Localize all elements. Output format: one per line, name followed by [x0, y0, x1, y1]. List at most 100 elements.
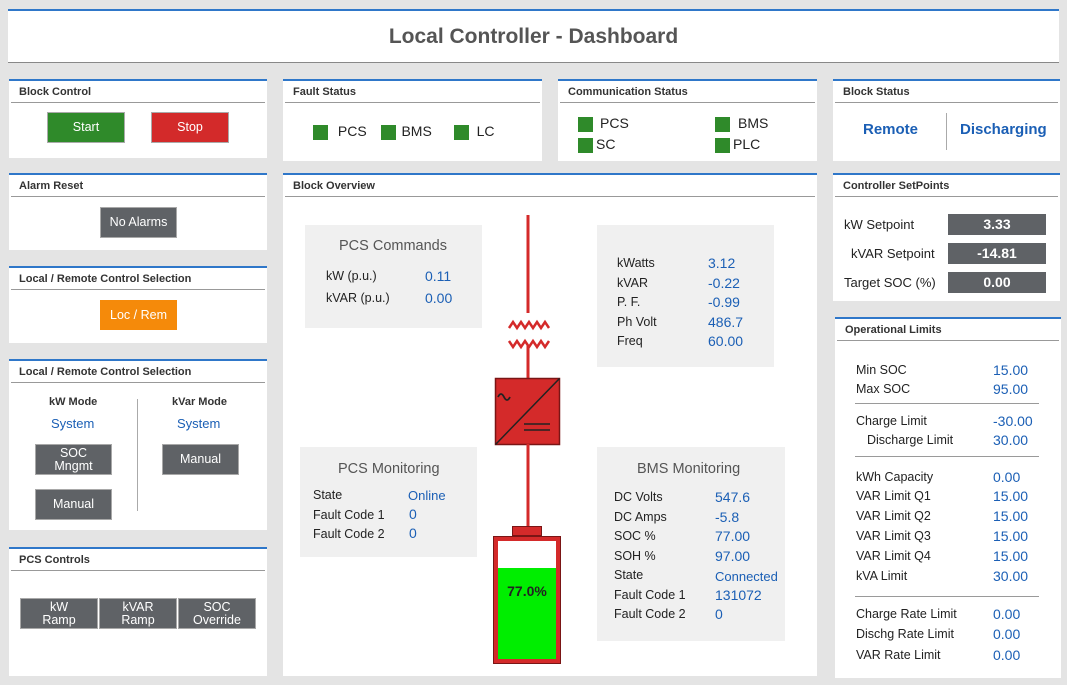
- fault-status-row: PCS BMS LC: [313, 123, 495, 140]
- pcs-mon-value: Online: [408, 488, 446, 503]
- loc-rem-panel: Local / Remote Control Selection Loc / R…: [9, 266, 267, 343]
- kw-mode-value: System: [51, 416, 95, 431]
- meter-value: -0.99: [708, 294, 740, 311]
- bms-label: Fault Code 2: [614, 607, 686, 621]
- block-control-panel: Block Control Start Stop: [9, 79, 267, 158]
- pcs-monitoring-box: PCS Monitoring State Online Fault Code 1…: [300, 447, 477, 557]
- battery-fill: [498, 568, 556, 659]
- pcs-mon-label: Fault Code 1: [313, 508, 385, 522]
- limit-value: 0.00: [993, 647, 1021, 663]
- limit-value: 0.00: [993, 606, 1021, 622]
- status-indicator: [578, 137, 593, 153]
- pcs-controls-panel: PCS Controls kW Ramp kVAR Ramp SOC Overr…: [9, 547, 267, 676]
- battery-inner: 77.0%: [498, 541, 556, 659]
- meter-label: P. F.: [617, 295, 641, 310]
- block-mode-value: Remote: [863, 121, 919, 138]
- limit-label: Max SOC: [856, 382, 911, 396]
- meter-value: 3.12: [708, 255, 736, 271]
- setpoints-panel: Controller SetPoints kW Setpoint 3.33 kVAR…: [833, 173, 1060, 301]
- grid-meter-box: kWatts 3.12 kVAR -0.22 P. F. -0.99 Ph Volt 486.…: [597, 225, 774, 367]
- status-indicator: [578, 116, 593, 132]
- bms-value: Connected: [715, 569, 778, 584]
- cmd-value: 0.11: [425, 268, 452, 284]
- mode-selection-panel: Local / Remote Control Selection kW Mode…: [9, 359, 267, 530]
- limit-value: 15.00: [993, 488, 1029, 504]
- battery-icon: 77.0%: [493, 536, 561, 664]
- status-indicator: [715, 116, 730, 132]
- comm-sc-label: SC: [596, 136, 616, 152]
- kvar-mode-value: System: [177, 416, 221, 431]
- limit-label: Discharge Limit: [867, 433, 954, 447]
- cmd-label: kVAR (p.u.): [326, 291, 390, 305]
- comm-sc: SC: [578, 136, 615, 153]
- limit-label: VAR Limit Q1: [856, 489, 931, 503]
- kvar-ramp-button[interactable]: kVAR Ramp: [99, 598, 177, 629]
- comm-bms-label: BMS: [738, 115, 769, 131]
- stop-button[interactable]: Stop: [151, 112, 229, 143]
- setpoint-label: Target SOC (%): [844, 275, 936, 290]
- limit-value: -30.00: [993, 413, 1033, 429]
- pcs-mon-value: 0: [409, 506, 417, 522]
- meter-label: Ph Volt: [617, 314, 657, 329]
- panel-title: PCS Controls: [11, 549, 265, 571]
- kw-manual-button[interactable]: Manual: [35, 489, 112, 520]
- block-state-value: Discharging: [960, 121, 1047, 138]
- limit-label: VAR Limit Q3: [856, 529, 931, 543]
- panel-title: Local / Remote Control Selection: [11, 361, 265, 383]
- bms-value: -5.8: [715, 508, 740, 525]
- panel-title: Block Status: [835, 81, 1058, 103]
- comm-bms: BMS: [715, 115, 768, 132]
- divider: [137, 399, 138, 511]
- meter-label: kVAR: [617, 275, 649, 290]
- soc-override-button[interactable]: SOC Override: [178, 598, 256, 629]
- bms-label: DC Amps: [614, 509, 667, 524]
- fault-lc-label: LC: [476, 123, 495, 139]
- bms-monitoring-title: BMS Monitoring: [637, 461, 741, 477]
- setpoint-value-field[interactable]: 0.00: [948, 272, 1046, 293]
- block-status-panel: Block Status Remote Discharging: [833, 79, 1060, 161]
- limit-value: 0.00: [993, 469, 1021, 485]
- cmd-label: kW (p.u.): [326, 269, 377, 283]
- header-bar: Local Controller - Dashboard: [8, 9, 1059, 63]
- limit-value: 95.00: [993, 381, 1029, 397]
- limit-value: 15.00: [993, 508, 1029, 524]
- bms-label: SOH %: [614, 548, 656, 563]
- limit-label: Dischg Rate Limit: [856, 627, 954, 641]
- setpoint-label: kW Setpoint: [844, 217, 915, 232]
- kvar-manual-button[interactable]: Manual: [162, 444, 239, 475]
- limit-label: kWh Capacity: [856, 470, 934, 484]
- setpoint-value-field[interactable]: 3.33: [948, 214, 1046, 235]
- limit-value: 15.00: [993, 548, 1029, 564]
- limit-label: VAR Limit Q4: [856, 549, 931, 563]
- single-line-diagram: [494, 215, 561, 526]
- no-alarms-button[interactable]: No Alarms: [100, 207, 177, 238]
- divider: [855, 596, 1039, 597]
- limit-value: 30.00: [993, 568, 1029, 584]
- panel-title: Local / Remote Control Selection: [11, 268, 265, 290]
- limit-label: Charge Limit: [856, 414, 927, 428]
- start-button[interactable]: Start: [47, 112, 125, 143]
- operational-limits-panel: Operational Limits Min SOC 15.00 Max SOC 95…: [835, 317, 1061, 678]
- panel-title: Alarm Reset: [11, 175, 265, 197]
- panel-title: Communication Status: [560, 81, 815, 103]
- setpoint-label: kVAR Setpoint: [851, 246, 935, 261]
- pcs-commands-box: PCS Commands kW (p.u.) 0.11 kVAR (p.u.) …: [305, 225, 482, 328]
- pcs-monitoring-title: PCS Monitoring: [338, 461, 440, 477]
- loc-rem-button[interactable]: Loc / Rem: [100, 300, 177, 330]
- meter-value: 60.00: [708, 333, 744, 350]
- meter-label: kWatts: [617, 256, 655, 270]
- setpoint-value-field[interactable]: -14.81: [948, 243, 1046, 264]
- meter-label: Freq: [617, 334, 643, 349]
- meter-value: -0.22: [708, 274, 740, 291]
- alarm-reset-panel: Alarm Reset No Alarms: [9, 173, 267, 250]
- pcs-mon-label: State: [313, 488, 343, 502]
- status-indicator: [453, 124, 469, 140]
- soc-mngmt-button[interactable]: SOC Mngmt: [35, 444, 112, 475]
- limit-value: 15.00: [993, 362, 1029, 378]
- comm-pcs: PCS: [578, 115, 629, 132]
- limit-value: 15.00: [993, 528, 1029, 544]
- kw-ramp-button[interactable]: kW Ramp: [20, 598, 98, 629]
- limit-label: Min SOC: [856, 363, 907, 377]
- divider: [855, 403, 1039, 404]
- limit-value: 0.00: [993, 626, 1021, 642]
